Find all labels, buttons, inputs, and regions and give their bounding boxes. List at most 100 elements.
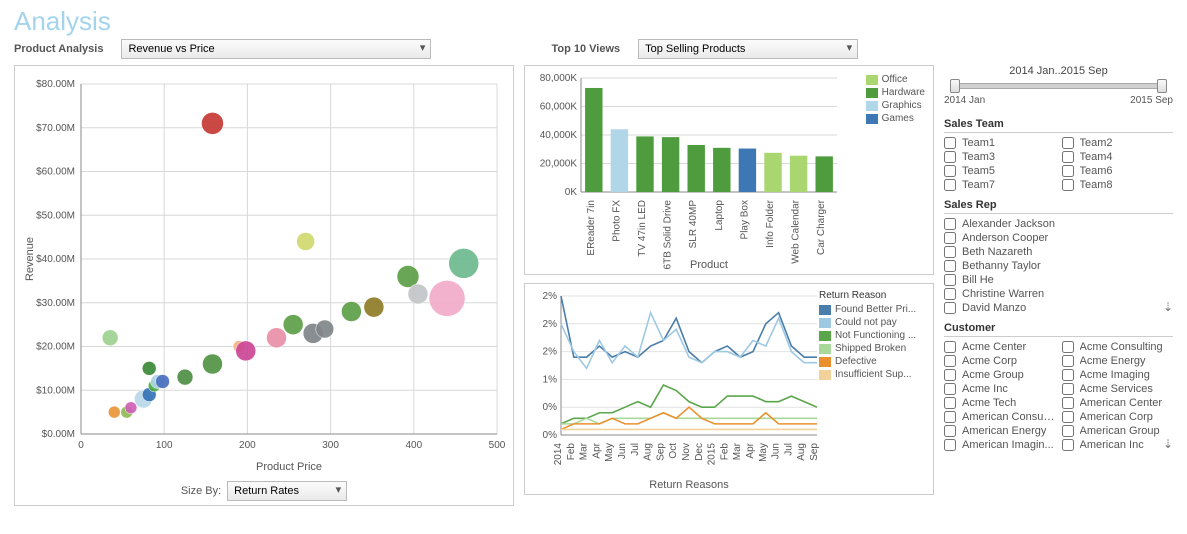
filter-item[interactable]: Team1 [944, 137, 1056, 149]
product-analysis-select[interactable]: Revenue vs Price [121, 39, 431, 59]
bar[interactable] [764, 153, 781, 192]
filter-checkbox[interactable] [1062, 151, 1074, 163]
filter-checkbox[interactable] [944, 179, 956, 191]
scatter-point[interactable] [177, 369, 193, 385]
filter-checkbox[interactable] [1062, 179, 1074, 191]
filter-item[interactable]: Acme Consulting [1062, 341, 1174, 353]
filter-checkbox[interactable] [944, 383, 956, 395]
bar[interactable] [713, 148, 730, 192]
scatter-point[interactable] [341, 302, 361, 322]
filter-item[interactable]: Anderson Cooper [944, 232, 1173, 244]
scatter-point[interactable] [125, 402, 137, 414]
overflow-arrow-icon[interactable]: ⇣ [1163, 437, 1173, 451]
scatter-point[interactable] [142, 361, 156, 375]
scatter-point[interactable] [267, 328, 287, 348]
scatter-point[interactable] [201, 112, 223, 134]
line-legend-item[interactable]: Shipped Broken [819, 343, 927, 354]
line-series[interactable] [561, 296, 817, 363]
filter-checkbox[interactable] [944, 232, 956, 244]
scatter-point[interactable] [236, 341, 256, 361]
filter-item[interactable]: Acme Group [944, 369, 1056, 381]
filter-item[interactable]: American Consult... [944, 411, 1056, 423]
line-legend-item[interactable]: Insufficient Sup... [819, 369, 927, 380]
filter-item[interactable]: American Corp [1062, 411, 1174, 423]
date-slider-track[interactable] [944, 79, 1173, 93]
filter-item[interactable]: American Energy [944, 425, 1056, 437]
filter-checkbox[interactable] [944, 165, 956, 177]
bar[interactable] [585, 88, 602, 192]
filter-checkbox[interactable] [1062, 397, 1074, 409]
scatter-point[interactable] [408, 284, 428, 304]
filter-checkbox[interactable] [1062, 383, 1074, 395]
filter-item[interactable]: Team4 [1062, 151, 1174, 163]
filter-checkbox[interactable] [1062, 137, 1074, 149]
filter-checkbox[interactable] [944, 246, 956, 258]
top10-select[interactable]: Top Selling Products [638, 39, 858, 59]
filter-item[interactable]: American Imagin... [944, 439, 1056, 451]
sizeby-select[interactable]: Return Rates [227, 481, 347, 501]
filter-item[interactable]: David Manzo [944, 302, 1173, 314]
line-legend-item[interactable]: Could not pay [819, 317, 927, 328]
filter-checkbox[interactable] [944, 260, 956, 272]
filter-checkbox[interactable] [944, 355, 956, 367]
filter-item[interactable]: Beth Nazareth [944, 246, 1173, 258]
filter-item[interactable]: Alexander Jackson [944, 218, 1173, 230]
filter-item[interactable]: American Group [1062, 425, 1174, 437]
bar[interactable] [662, 137, 679, 192]
scatter-point[interactable] [316, 320, 334, 338]
line-legend-item[interactable]: Found Better Pri... [819, 304, 927, 315]
bar-legend-item[interactable]: Games [866, 113, 925, 124]
filter-checkbox[interactable] [1062, 411, 1074, 423]
filter-checkbox[interactable] [944, 137, 956, 149]
bar-legend-item[interactable]: Hardware [866, 87, 925, 98]
filter-item[interactable]: Team8 [1062, 179, 1174, 191]
filter-checkbox[interactable] [1062, 425, 1074, 437]
filter-checkbox[interactable] [1062, 369, 1074, 381]
bar[interactable] [611, 129, 628, 192]
date-slider-handle-right[interactable] [1157, 79, 1167, 93]
filter-item[interactable]: Team6 [1062, 165, 1174, 177]
filter-checkbox[interactable] [1062, 165, 1074, 177]
filter-item[interactable]: Acme Energy [1062, 355, 1174, 367]
bar[interactable] [739, 149, 756, 192]
filter-item[interactable]: Team3 [944, 151, 1056, 163]
bar[interactable] [687, 145, 704, 192]
filter-item[interactable]: American Inc [1062, 439, 1174, 451]
bar-legend-item[interactable]: Office [866, 74, 925, 85]
filter-checkbox[interactable] [944, 411, 956, 423]
filter-item[interactable]: Acme Imaging [1062, 369, 1174, 381]
filter-checkbox[interactable] [1062, 439, 1074, 451]
scatter-point[interactable] [429, 280, 465, 316]
sizeby-select-wrap[interactable]: Return Rates [227, 481, 347, 501]
filter-checkbox[interactable] [944, 218, 956, 230]
filter-checkbox[interactable] [944, 341, 956, 353]
scatter-point[interactable] [297, 233, 315, 251]
filter-item[interactable]: Bill He [944, 274, 1173, 286]
filter-checkbox[interactable] [944, 439, 956, 451]
filter-item[interactable]: Team5 [944, 165, 1056, 177]
scatter-point[interactable] [364, 297, 384, 317]
bar[interactable] [815, 156, 832, 192]
filter-item[interactable]: Acme Corp [944, 355, 1056, 367]
filter-checkbox[interactable] [944, 288, 956, 300]
filter-checkbox[interactable] [944, 151, 956, 163]
scatter-point[interactable] [202, 354, 222, 374]
line-series[interactable] [561, 313, 817, 369]
date-slider[interactable]: 2014 Jan..2015 Sep 2014 Jan 2015 Sep [944, 65, 1173, 106]
filter-item[interactable]: Acme Inc [944, 383, 1056, 395]
filter-checkbox[interactable] [944, 425, 956, 437]
scatter-point[interactable] [102, 330, 118, 346]
line-legend-item[interactable]: Defective [819, 356, 927, 367]
line-legend-item[interactable]: Not Functioning ... [819, 330, 927, 341]
filter-item[interactable]: Acme Services [1062, 383, 1174, 395]
bar[interactable] [636, 136, 653, 192]
scatter-point[interactable] [108, 406, 120, 418]
scatter-point[interactable] [449, 248, 479, 278]
top10-select-wrap[interactable]: Top Selling Products [638, 39, 858, 59]
filter-checkbox[interactable] [944, 369, 956, 381]
filter-item[interactable]: Acme Tech [944, 397, 1056, 409]
filter-checkbox[interactable] [944, 397, 956, 409]
filter-item[interactable]: Bethanny Taylor [944, 260, 1173, 272]
filter-item[interactable]: Christine Warren [944, 288, 1173, 300]
scatter-point[interactable] [283, 315, 303, 335]
